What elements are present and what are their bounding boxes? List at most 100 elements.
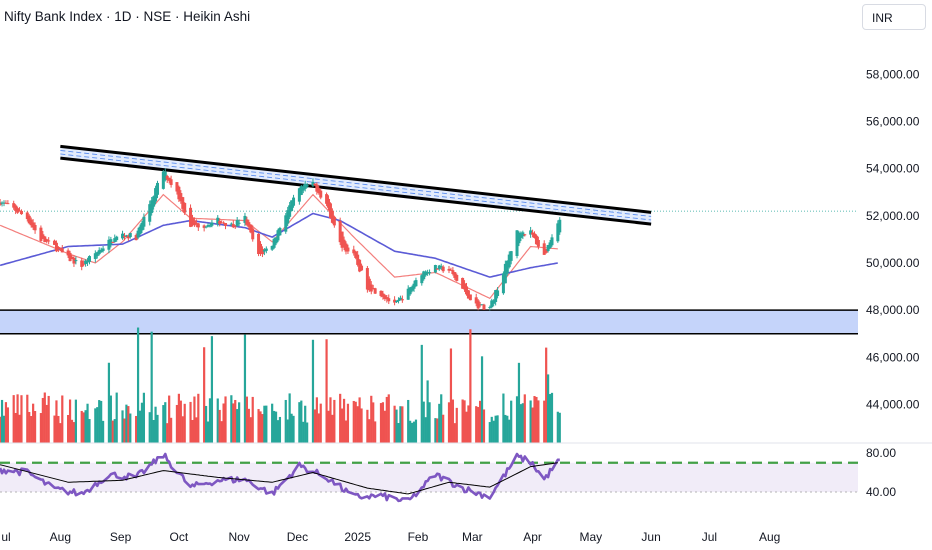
volume-bar: [86, 403, 89, 443]
candle-body: [136, 230, 140, 238]
volume-bar: [453, 423, 456, 443]
candle-body: [115, 236, 119, 241]
candle-body: [154, 188, 158, 202]
candle-body: [301, 187, 305, 191]
candle-body: [400, 299, 404, 301]
volume-bar: [494, 415, 497, 443]
volume-bar: [0, 416, 2, 443]
volume-bar: [463, 400, 466, 443]
candle-body: [533, 233, 537, 238]
volume-bar: [230, 395, 233, 443]
volume-bar: [234, 399, 237, 443]
currency-selector[interactable]: INR: [862, 4, 926, 30]
candle-body: [441, 266, 445, 272]
candle-body: [109, 239, 113, 245]
candle-body: [330, 210, 334, 223]
candle-body: [358, 259, 362, 272]
candle-body: [385, 297, 389, 300]
volume-bar: [533, 396, 536, 443]
candle-body: [531, 232, 535, 235]
volume-bar: [247, 408, 250, 443]
candle-body: [58, 247, 62, 250]
candle-body: [488, 307, 492, 309]
volume-bar: [162, 405, 165, 443]
volume-bar: [331, 414, 334, 443]
candle-body: [536, 239, 540, 247]
candle-body: [381, 293, 385, 297]
candle-body: [216, 217, 220, 225]
candle-body: [373, 288, 377, 294]
candle-body: [327, 198, 331, 208]
candle-body: [243, 215, 247, 223]
volume-bar: [70, 419, 74, 443]
volume-bar: [407, 399, 410, 443]
volume-bar: [189, 401, 192, 443]
volume-bar: [6, 407, 9, 443]
volume-bar: [342, 398, 346, 443]
volume-bar: [28, 411, 31, 443]
volume-bar: [451, 399, 454, 443]
candle-body: [111, 241, 115, 243]
price-axis-tick: 52,000.00: [866, 209, 920, 223]
volume-bar: [80, 410, 83, 443]
volume-bar: [20, 395, 23, 443]
volume-bar: [325, 339, 328, 443]
volume-bar: [96, 407, 99, 443]
volume-bar: [319, 403, 322, 443]
volume-bar: [317, 413, 320, 443]
candle-body: [60, 248, 64, 253]
candle-body: [270, 245, 274, 250]
candle-body: [82, 263, 86, 265]
candle-body: [138, 226, 142, 235]
candle-body: [356, 254, 360, 265]
volume-bar: [39, 413, 43, 443]
candle-body: [272, 238, 276, 248]
candle-body: [474, 297, 478, 304]
volume-bar: [480, 356, 484, 443]
candle-body: [192, 220, 196, 226]
volume-bar: [548, 394, 552, 443]
candle-body: [408, 287, 412, 295]
candle-body: [352, 249, 356, 254]
volume-bar: [397, 423, 400, 443]
volume-bar: [204, 405, 208, 443]
volume-bar: [26, 394, 29, 443]
candle-body: [297, 188, 301, 202]
volume-bar: [278, 416, 282, 443]
volume-bar: [138, 410, 142, 443]
price-axis-tick: 58,000.00: [866, 67, 920, 81]
volume-bar: [32, 403, 35, 443]
candle-body: [558, 219, 562, 233]
candle-body: [342, 239, 346, 248]
candle-body: [27, 215, 31, 224]
volume-bar: [18, 414, 21, 443]
volume-bar: [547, 374, 550, 443]
volume-bar: [135, 415, 138, 443]
candle-body: [451, 270, 455, 275]
candle-body: [507, 254, 511, 268]
candle-body: [218, 220, 222, 224]
volume-bar: [179, 400, 182, 443]
volume-bar: [168, 395, 171, 443]
time-axis-tick: Jul: [702, 530, 717, 544]
candle-body: [167, 177, 171, 181]
price-axis-tick: 56,000.00: [866, 115, 920, 129]
volume-bar: [2, 415, 6, 443]
volume-bar: [156, 414, 159, 443]
candle-body: [56, 247, 60, 249]
candle-body: [25, 212, 29, 220]
volume-bar: [535, 396, 538, 443]
candle-body: [152, 196, 156, 207]
candle-body: [480, 304, 484, 306]
volume-bar: [292, 415, 295, 443]
candle-body: [33, 224, 37, 231]
volume-bar: [440, 394, 443, 443]
volume-bar: [327, 410, 330, 443]
volume-bar: [249, 417, 252, 443]
time-axis-tick: ul: [1, 530, 10, 544]
candle-body: [128, 233, 132, 238]
candle-body: [189, 207, 193, 227]
candle-body: [548, 242, 552, 248]
candle-body: [453, 272, 457, 278]
